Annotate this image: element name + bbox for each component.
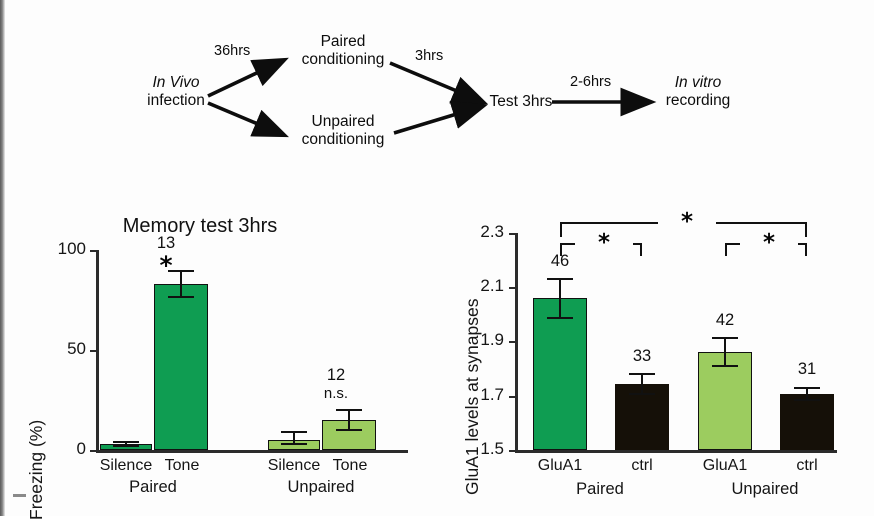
flow-label-36hrs: 36hrs (214, 43, 251, 59)
flow-node-line2: recording (665, 92, 731, 110)
bar-paired-tone[interactable] (154, 284, 208, 450)
flow-arrows-svg (207, 57, 657, 138)
y-tick-label-1-9: 1.9 (480, 330, 504, 349)
flow-node-line2: conditioning (301, 51, 385, 69)
plot-area-glua1: 2.3 2.1 1.9 1.7 1.5 46 33 42 (440, 205, 874, 516)
error-bar-unpaired-tone (336, 409, 362, 431)
flow-node-line1: Paired (320, 33, 366, 50)
group-label-unpaired: Unpaired (731, 480, 799, 498)
flow-node-in-vivo-infection: In Vivo infection (138, 74, 214, 111)
flow-node-line1: Test 3hrs (489, 93, 553, 110)
y-tick-1-7 (509, 396, 516, 398)
flow-node-unpaired-conditioning: Unpaired conditioning (288, 113, 398, 150)
experimental-timeline-diagram: In Vivo infection Paired conditioning Un… (0, 0, 874, 190)
error-bar-paired-ctrl (629, 373, 655, 395)
error-bar-paired-silence (113, 441, 139, 447)
x-tick-label-paired-ctrl: ctrl (631, 457, 653, 474)
y-tick-0 (90, 450, 97, 452)
chart-title-memory-test: Memory test 3hrs (122, 215, 278, 237)
y-axis-line (96, 250, 99, 452)
y-axis-line (515, 233, 518, 452)
bar-unpaired-glua1[interactable] (698, 352, 752, 450)
x-tick-label-unpaired-ctrl: ctrl (796, 457, 818, 474)
left-edge-artifact (0, 0, 5, 516)
y-tick-100 (90, 250, 97, 252)
flow-label-3hrs: 3hrs (415, 48, 444, 64)
x-tick-label-paired-tone: Tone (164, 457, 200, 474)
y-tick-label-100: 100 (57, 239, 86, 258)
flow-label-2-6hrs: 2-6hrs (570, 74, 612, 90)
memory-test-chart: Memory test 3hrs Freezing (%) 100 50 0 (0, 205, 430, 520)
x-axis-line (96, 450, 408, 453)
significance-ns-unpaired-tone: n.s. (323, 385, 349, 402)
y-tick-1-5 (509, 450, 516, 452)
x-tick-label-unpaired-tone: Tone (332, 457, 368, 474)
bar-annotation-n-46: 46 (550, 252, 570, 270)
bar-annotation-n-42: 42 (715, 311, 735, 329)
y-tick-label-2-3: 2.3 (480, 222, 504, 241)
flow-node-line1: In Vivo (152, 74, 200, 91)
x-axis-line (515, 450, 837, 453)
y-tick-label-0: 0 (76, 439, 86, 458)
x-tick-label-paired-glua1: GluA1 (537, 457, 583, 474)
y-tick-label-1-5: 1.5 (480, 439, 504, 458)
y-tick-1-9 (509, 341, 516, 343)
error-bar-paired-glua1 (547, 278, 573, 319)
bottom-left-dash-artifact (13, 494, 26, 497)
significance-star-paired-tone: * (159, 251, 173, 280)
y-tick-label-50: 50 (67, 339, 86, 358)
glua1-synapses-chart: GluA1 levels at synapses 2.3 2.1 1.9 1.7… (440, 205, 874, 516)
x-tick-label-paired-silence: Silence (99, 457, 153, 474)
bar-annotation-n-31: 31 (797, 360, 817, 378)
y-tick-2-1 (509, 287, 516, 289)
group-label-unpaired: Unpaired (287, 478, 355, 496)
y-tick-2-3 (509, 233, 516, 235)
y-tick-label-2-1: 2.1 (480, 276, 504, 295)
significance-star-paired-glua1-vs-ctrl: * (575, 232, 633, 255)
group-label-paired: Paired (576, 480, 624, 498)
error-bar-unpaired-silence (281, 431, 307, 445)
error-bar-unpaired-ctrl (794, 387, 820, 401)
error-bar-paired-tone (168, 270, 194, 298)
significance-star-paired-vs-unpaired: * (658, 211, 716, 234)
flow-node-line1: Unpaired (311, 113, 375, 130)
flow-node-test-3hrs: Test 3hrs (486, 93, 556, 111)
bar-annotation-n-33: 33 (632, 347, 652, 365)
bar-unpaired-ctrl[interactable] (780, 394, 834, 450)
bar-annotation-n-13: 13 (156, 234, 176, 252)
flow-node-line2: infection (147, 92, 205, 110)
error-bar-unpaired-glua1 (712, 337, 738, 367)
y-tick-label-1-7: 1.7 (480, 385, 504, 404)
flow-node-in-vitro-recording: In vitro recording (650, 74, 746, 111)
significance-star-unpaired-glua1-vs-ctrl: * (740, 232, 798, 255)
group-label-paired: Paired (129, 478, 177, 496)
plot-area-memory-test: 100 50 0 13 * 12 (0, 205, 430, 516)
flow-node-line2: conditioning (301, 131, 385, 149)
y-tick-50 (90, 350, 97, 352)
x-tick-label-unpaired-glua1: GluA1 (702, 457, 748, 474)
x-tick-label-unpaired-silence: Silence (267, 457, 321, 474)
bar-paired-glua1[interactable] (533, 298, 587, 450)
flow-node-line1: In vitro (674, 74, 722, 91)
flow-node-paired-conditioning: Paired conditioning (288, 33, 398, 70)
bar-annotation-n-12: 12 (326, 366, 346, 384)
